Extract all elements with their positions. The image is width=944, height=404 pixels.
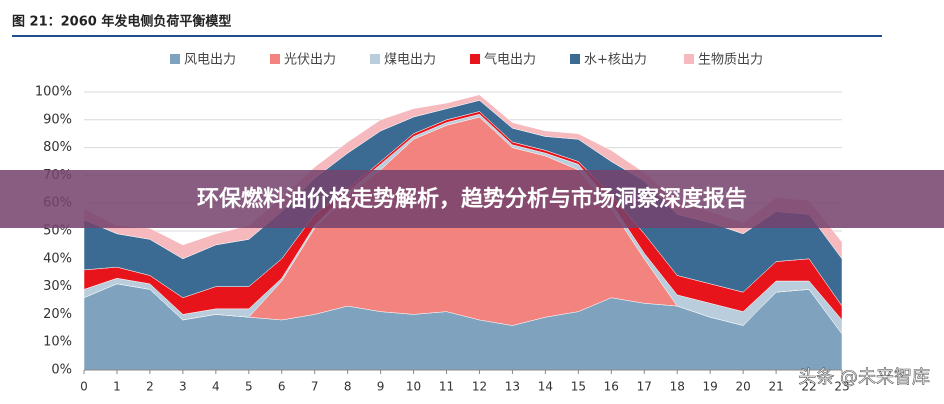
y-tick-label: 0% — [51, 363, 72, 378]
x-tick-label: 22 — [801, 380, 816, 394]
legend-swatch — [270, 54, 280, 64]
y-tick-label: 80% — [43, 140, 72, 155]
y-tick-label: 90% — [43, 112, 72, 127]
x-tick-label: 4 — [212, 380, 220, 394]
legend-label: 水+核出力 — [584, 53, 647, 68]
headline-banner — [0, 170, 944, 228]
x-tick-label: 2 — [146, 380, 154, 394]
x-tick-label: 15 — [571, 380, 586, 394]
x-tick-label: 11 — [439, 380, 454, 394]
y-tick-label: 20% — [43, 307, 72, 322]
y-tick-label: 30% — [43, 279, 72, 294]
x-tick-label: 17 — [637, 380, 652, 394]
x-tick-label: 16 — [604, 380, 619, 394]
x-tick-label: 3 — [179, 380, 187, 394]
legend-label: 生物质出力 — [698, 53, 763, 68]
x-tick-label: 6 — [278, 380, 286, 394]
legend-label: 光伏出力 — [284, 53, 336, 68]
x-tick-label: 13 — [505, 380, 520, 394]
legend-label: 气电出力 — [484, 52, 536, 68]
watermark: 头条 @未来智库 — [798, 367, 930, 388]
x-tick-label: 12 — [472, 380, 487, 394]
x-tick-label: 23 — [834, 380, 849, 394]
x-tick-label: 8 — [344, 380, 352, 394]
x-tick-label: 5 — [245, 380, 253, 394]
x-tick-label: 7 — [311, 380, 319, 394]
legend-swatch — [570, 54, 580, 64]
chart-title: 图 21：2060 年发电侧负荷平衡模型 — [12, 14, 231, 30]
x-tick-label: 14 — [538, 380, 553, 394]
legend-label: 风电出力 — [184, 53, 236, 68]
x-tick-label: 20 — [735, 380, 750, 394]
x-tick-label: 9 — [377, 380, 385, 394]
legend-swatch — [470, 54, 480, 64]
y-tick-label: 100% — [35, 85, 72, 100]
x-tick-label: 10 — [406, 380, 421, 394]
legend-label: 煤电出力 — [384, 53, 436, 68]
x-tick-label: 18 — [670, 380, 685, 394]
legend-swatch — [370, 54, 380, 64]
x-tick-label: 19 — [703, 380, 718, 394]
legend-swatch — [170, 54, 180, 64]
x-tick-label: 21 — [768, 380, 783, 394]
x-tick-label: 0 — [80, 380, 88, 394]
legend-swatch — [684, 54, 694, 64]
y-tick-label: 10% — [43, 335, 72, 350]
x-tick-label: 1 — [113, 380, 121, 394]
y-tick-label: 40% — [43, 251, 72, 266]
headline: 环保燃料油价格走势解析，趋势分析与市场洞察深度报告 — [197, 186, 747, 212]
